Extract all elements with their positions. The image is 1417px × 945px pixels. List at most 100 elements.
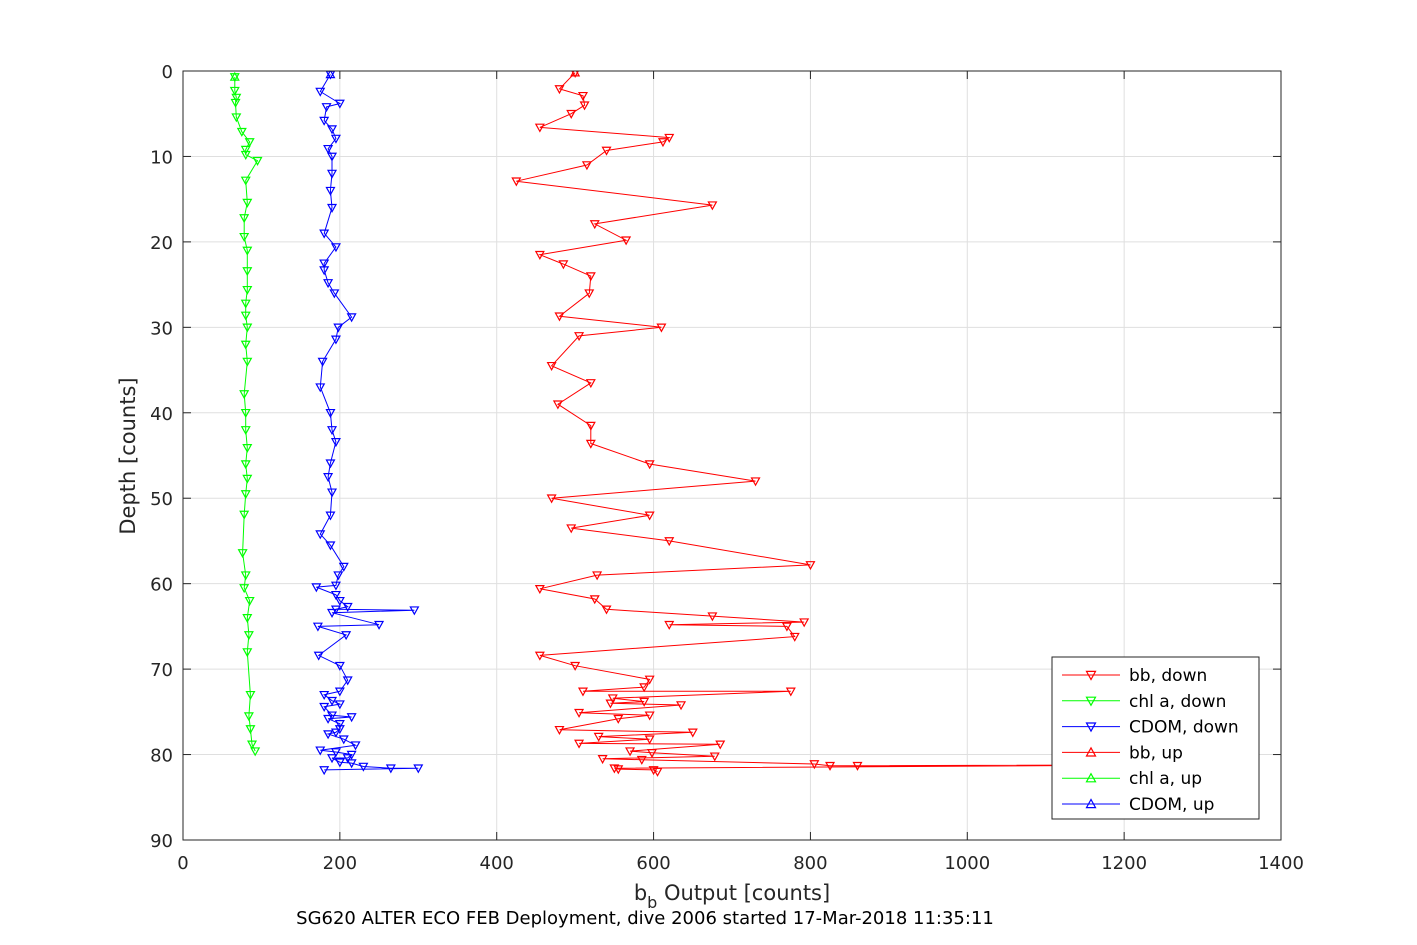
x-tick-label: 400	[480, 853, 514, 874]
data-point-bb-down	[621, 236, 632, 246]
data-point-chl-a-down	[242, 246, 253, 256]
data-point-cdom-down	[326, 754, 338, 764]
data-point-chl-a-down	[237, 549, 248, 559]
data-point-bb-down	[601, 605, 612, 615]
data-point-cdom-down	[334, 596, 345, 606]
data-point-cdom-down	[315, 87, 326, 97]
data-point-chl-a-down	[239, 232, 250, 242]
chart-caption: SG620 ALTER ECO FEB Deployment, dive 200…	[296, 908, 994, 929]
data-point-bb-down	[664, 537, 675, 547]
data-point-cdom-down	[323, 714, 334, 724]
y-tick-label: 10	[150, 147, 173, 168]
data-point-bb-down	[534, 250, 545, 260]
data-point-bb-down	[781, 622, 792, 632]
data-point-cdom-down	[326, 696, 338, 706]
data-point-bb-down	[644, 711, 655, 721]
data-point-chl-a-down	[242, 614, 253, 624]
data-point-chl-a-down	[229, 86, 240, 96]
data-point-bb-down	[574, 332, 585, 342]
x-tick-label: 0	[177, 853, 188, 874]
data-point-cdom-down	[326, 608, 338, 618]
data-point-bb-down	[750, 477, 761, 487]
data-point-cdom-down	[326, 169, 338, 179]
series-cdom-up	[325, 71, 336, 79]
data-point-cdom-down	[338, 562, 349, 572]
data-point-chl-a-down	[244, 138, 255, 148]
x-tick-label: 200	[323, 853, 357, 874]
legend-item-bb-up: bb, up	[1062, 743, 1183, 763]
data-point-bb-down	[613, 765, 624, 775]
data-point-cdom-down	[330, 134, 341, 144]
data-point-bb-down	[639, 683, 650, 693]
data-point-cdom-down	[329, 289, 340, 299]
data-point-bb-down	[852, 761, 863, 771]
data-point-chl-a-down	[242, 323, 253, 333]
data-point-bb-down	[585, 439, 596, 449]
data-point-bb-down	[546, 361, 557, 372]
data-point-chl-a-down	[243, 712, 254, 722]
data-point-chl-a-down	[239, 214, 250, 224]
data-point-bb-down	[687, 728, 698, 738]
data-point-chl-a-down	[242, 357, 253, 367]
data-point-cdom-down	[358, 762, 369, 772]
data-point-bb-down	[644, 735, 655, 745]
data-point-cdom-down	[325, 511, 336, 521]
data-point-chl-a-down	[240, 426, 251, 436]
data-point-cdom-down	[334, 719, 345, 730]
data-point-cdom-down	[323, 279, 334, 289]
data-point-bb-down	[785, 687, 796, 697]
data-point-bb-down	[511, 177, 522, 187]
data-point-bb-down	[605, 699, 616, 709]
legend-item-chl-a-up: chl a, up	[1062, 769, 1202, 789]
data-point-bb-down	[657, 138, 669, 148]
data-point-cdom-down	[413, 764, 424, 774]
legend-marker	[1085, 670, 1097, 681]
data-point-chl-a-down	[246, 740, 258, 750]
data-point-chl-a-down	[242, 648, 253, 658]
data-point-bb-down	[589, 595, 600, 605]
data-point-chl-a-down	[244, 596, 255, 606]
data-point-chl-a-down	[242, 285, 253, 295]
data-point-chl-a-down	[250, 747, 261, 757]
data-point-cdom-down	[346, 313, 357, 323]
data-point-bb-down	[534, 651, 545, 661]
data-point-cdom-down	[315, 746, 326, 756]
data-point-bb-down	[644, 460, 655, 470]
data-point-bb-down	[577, 687, 589, 697]
data-point-cdom-down	[346, 759, 357, 769]
data-point-cdom-down	[325, 541, 336, 551]
y-tick-label: 80	[150, 746, 173, 767]
data-point-bb-down	[574, 739, 585, 749]
data-point-cdom-down	[325, 186, 336, 196]
data-point-bb-down	[581, 161, 592, 171]
data-point-bb-down	[579, 101, 590, 111]
data-point-bb-down	[597, 755, 608, 765]
data-point-cdom-down	[319, 266, 330, 276]
data-point-chl-a-down	[240, 299, 251, 309]
data-point-cdom-down	[321, 103, 332, 113]
data-point-bb-down	[656, 323, 667, 333]
data-point-chl-a-down	[240, 150, 251, 160]
series-line-bb-down	[516, 72, 1203, 773]
data-point-bb-down	[652, 767, 663, 777]
data-point-cdom-down	[330, 748, 341, 758]
data-point-chl-a-down	[239, 510, 250, 520]
data-point-cdom-down	[334, 661, 345, 671]
legend-item-cdom-down: CDOM, down	[1062, 718, 1239, 738]
data-point-bb-down	[593, 732, 604, 742]
series-clip-group	[229, 71, 1208, 777]
data-point-cdom-down	[330, 581, 341, 591]
data-point-cdom-down	[323, 144, 334, 154]
data-point-cdom-down	[323, 473, 334, 483]
data-point-bb-down	[558, 260, 569, 270]
data-point-cdom-down	[326, 152, 338, 162]
data-point-bb-down	[648, 766, 659, 776]
data-point-chl-a-down	[231, 113, 242, 123]
data-point-chl-a-down	[239, 584, 250, 594]
data-point-cdom-down	[330, 335, 341, 345]
data-point-cdom-down	[338, 735, 349, 745]
data-point-cdom-down	[409, 606, 420, 616]
data-point-cdom-down	[330, 728, 341, 738]
series-bb-down	[511, 71, 1208, 777]
data-point-bb-down	[825, 761, 836, 771]
